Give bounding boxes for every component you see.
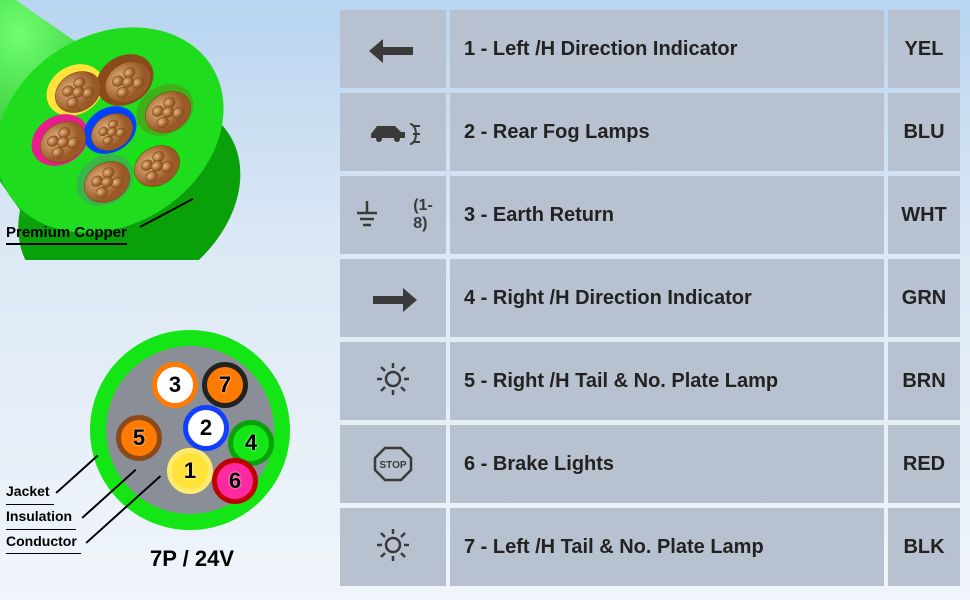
cell-color-code: RED: [888, 425, 960, 503]
cell-description: 2 - Rear Fog Lamps: [450, 93, 884, 171]
table-row: 5 - Right /H Tail & No. Plate LampBRN: [340, 342, 960, 420]
lamp-icon: [365, 525, 421, 570]
cell-color-code: YEL: [888, 10, 960, 88]
pin-6: 6: [212, 458, 258, 504]
cell-description: 1 - Left /H Direction Indicator: [450, 10, 884, 88]
table-row: (1-8) 3 - Earth ReturnWHT: [340, 176, 960, 254]
car-fog-icon: [365, 110, 421, 155]
cell-icon: [340, 259, 446, 337]
pin-number: 1: [184, 458, 196, 484]
pin-2: 2: [183, 405, 229, 451]
pin-number: 6: [229, 468, 241, 494]
cell-icon: [340, 10, 446, 88]
pin-7: 7: [202, 362, 248, 408]
pin-3: 3: [152, 362, 198, 408]
cell-icon: [340, 508, 446, 586]
pin-diagram-spec: 7P / 24V: [150, 546, 234, 572]
pin-1: 1: [167, 448, 213, 494]
pin-number: 3: [169, 372, 181, 398]
premium-copper-label: Premium Copper: [6, 224, 127, 245]
label-insulation: Insulation: [6, 505, 76, 530]
pin-number: 2: [200, 415, 212, 441]
table-row: 1 - Left /H Direction IndicatorYEL: [340, 10, 960, 88]
arrow-left-icon: [365, 27, 421, 72]
cell-icon: [340, 93, 446, 171]
stop-icon: STOP: [365, 442, 421, 487]
cell-description: 5 - Right /H Tail & No. Plate Lamp: [450, 342, 884, 420]
earth-icon: [353, 193, 409, 238]
arrow-right-icon: [365, 276, 421, 321]
lamp-icon: [365, 359, 421, 404]
cell-icon: STOP: [340, 425, 446, 503]
cable-cross-section-3d: [0, 0, 290, 260]
pin-number: 5: [133, 425, 145, 451]
pin-5: 5: [116, 415, 162, 461]
icon-extra-text: (1-8): [413, 197, 433, 233]
cell-description: 4 - Right /H Direction Indicator: [450, 259, 884, 337]
cell-description: 3 - Earth Return: [450, 176, 884, 254]
pin-diagram: 123 4 5 6 7: [90, 330, 290, 530]
cell-color-code: BLK: [888, 508, 960, 586]
svg-text:STOP: STOP: [379, 460, 406, 471]
cell-color-code: GRN: [888, 259, 960, 337]
cell-color-code: WHT: [888, 176, 960, 254]
table-row: 2 - Rear Fog LampsBLU: [340, 93, 960, 171]
label-conductor: Conductor: [6, 530, 81, 555]
cell-description: 6 - Brake Lights: [450, 425, 884, 503]
cell-color-code: BLU: [888, 93, 960, 171]
pin-number: 7: [219, 372, 231, 398]
cell-icon: [340, 342, 446, 420]
label-jacket: Jacket: [6, 480, 54, 505]
table-row: STOP 6 - Brake LightsRED: [340, 425, 960, 503]
pin-diagram-labels: Jacket Insulation Conductor: [6, 480, 81, 554]
table-row: 7 - Left /H Tail & No. Plate LampBLK: [340, 508, 960, 586]
left-column: Premium Copper 123 4 5 6 7 Jacket Insulation…: [0, 0, 330, 600]
wiring-table: 1 - Left /H Direction IndicatorYEL2 - Re…: [340, 10, 960, 586]
cell-icon: (1-8): [340, 176, 446, 254]
table-row: 4 - Right /H Direction IndicatorGRN: [340, 259, 960, 337]
cell-color-code: BRN: [888, 342, 960, 420]
cell-description: 7 - Left /H Tail & No. Plate Lamp: [450, 508, 884, 586]
pin-number: 4: [245, 430, 257, 456]
